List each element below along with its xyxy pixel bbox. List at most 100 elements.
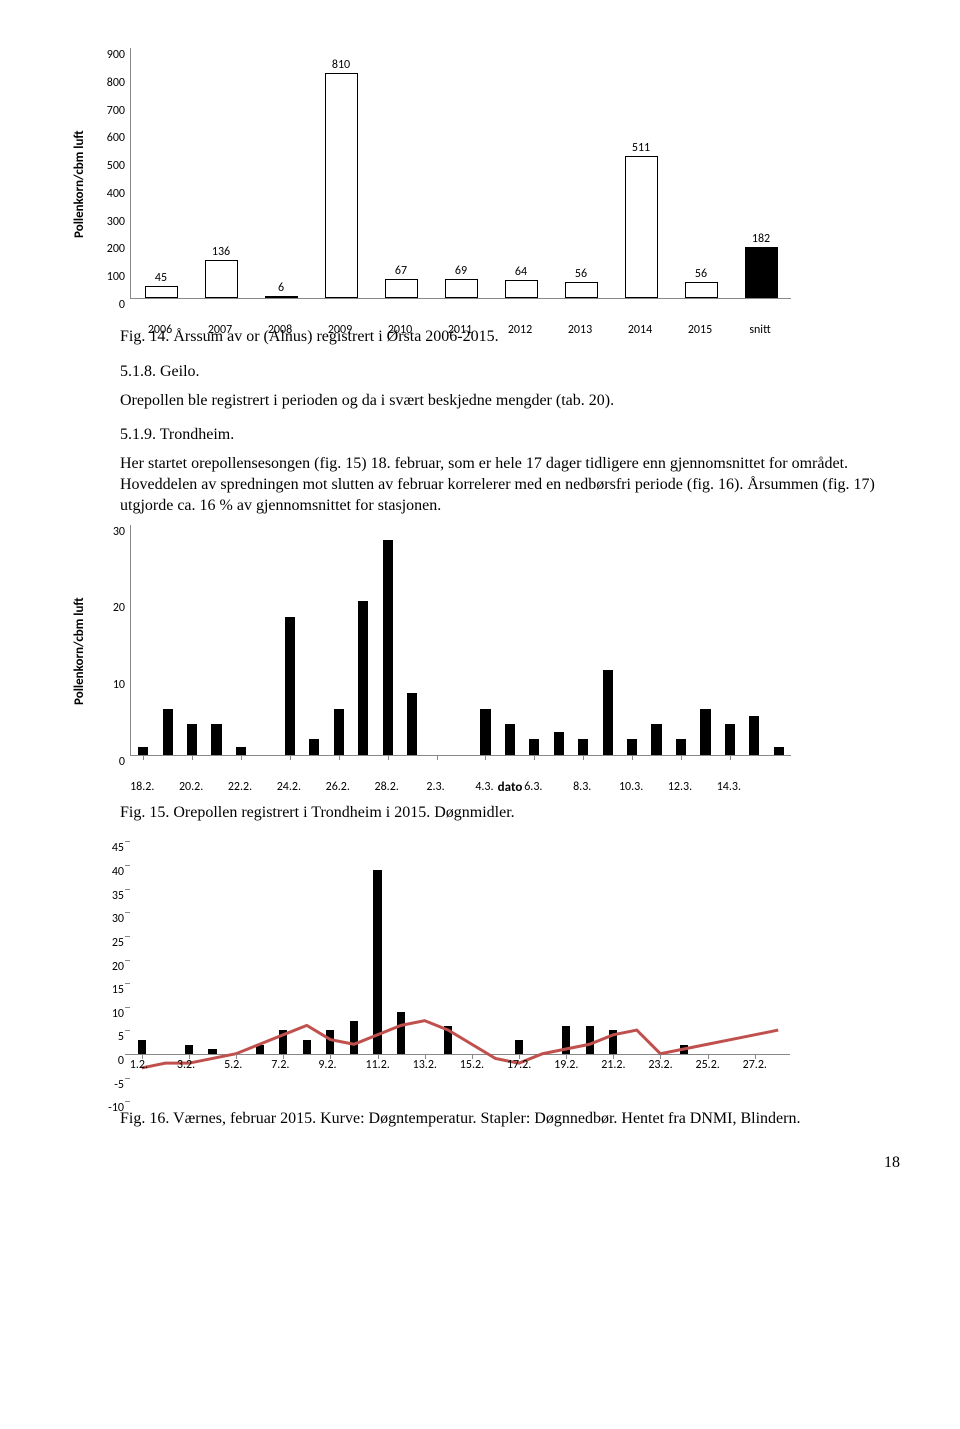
chart3-xtick: 1.2. <box>130 1058 148 1072</box>
chart3-xtick: 7.2. <box>271 1058 289 1072</box>
chart2-ytick: 20 <box>113 601 131 615</box>
chart1-plot: 0100200300400500600700800900451366810676… <box>130 48 791 299</box>
chart2-xtick: 4.3. <box>475 776 493 794</box>
chart2-bar <box>309 739 319 754</box>
chart1-bar: 810 <box>325 73 358 298</box>
chart1-xtick: 2012 <box>508 319 532 337</box>
chart3-xtick: 21.2. <box>601 1058 625 1072</box>
chart2-bar <box>285 617 295 755</box>
chart2-xtick: 20.2. <box>179 776 203 794</box>
chart1-bar-value: 45 <box>146 271 177 285</box>
chart2-bar <box>627 739 637 754</box>
chart1-wrap: Pollenkorn/cbm luft 01002003004005006007… <box>120 48 900 319</box>
chart1-ytick: 900 <box>107 48 131 62</box>
chart1-bar: 6 <box>265 296 298 298</box>
chart1-bar-value: 67 <box>386 264 417 278</box>
chart1-bar-value: 810 <box>326 58 357 72</box>
chart2-bar <box>383 540 393 755</box>
chart2-xtick: 26.2. <box>326 776 350 794</box>
chart1-xtick: 2007 <box>208 319 232 337</box>
chart2-bar <box>163 709 173 755</box>
chart1-bar: 67 <box>385 279 418 298</box>
chart1-bar: 45 <box>145 286 178 299</box>
chart2-bar <box>774 747 784 755</box>
chart3-wrap: -10-50510152025303540451.2.3.2.5.2.7.2.9… <box>120 841 900 1101</box>
chart2-bar <box>334 709 344 755</box>
chart2-bar <box>358 601 368 754</box>
chart1-ytick: 800 <box>107 76 131 90</box>
chart3-xtick: 11.2. <box>366 1058 390 1072</box>
chart1-bar-value: 64 <box>506 265 537 279</box>
chart2-ylabel: Pollenkorn/cbm luft <box>72 597 87 705</box>
chart1-ylabel: Pollenkorn/cbm luft <box>72 130 87 238</box>
chart1-bar: 64 <box>505 280 538 298</box>
chart1-ytick: 400 <box>107 187 131 201</box>
para-geilo: Orepollen ble registrert i perioden og d… <box>120 391 900 412</box>
chart2-wrap: Pollenkorn/cbm luft 0102030 18.2.20.2.22… <box>120 525 900 795</box>
chart2-xtick: 22.2. <box>228 776 252 794</box>
chart2-bar <box>651 724 661 755</box>
chart2-xtick: 28.2. <box>375 776 399 794</box>
chart3-ytick: -10 <box>108 1101 130 1115</box>
chart1-bar: 56 <box>565 282 598 298</box>
page-number: 18 <box>120 1154 900 1172</box>
heading-519: 5.1.9. Trondheim. <box>120 425 900 446</box>
chart2-bar <box>529 739 539 754</box>
chart1-xtick: 2008 <box>268 319 292 337</box>
chart3-xtick: 15.2. <box>460 1058 484 1072</box>
chart2-xtick: 18.2. <box>130 776 154 794</box>
chart2-bar <box>480 709 490 755</box>
chart3-ytick: 0 <box>118 1054 130 1068</box>
chart1-bar-value: 511 <box>626 141 657 155</box>
chart2-xtick: 10.3. <box>619 776 643 794</box>
chart2-bar <box>236 747 246 755</box>
chart3-ytick: 40 <box>112 865 130 879</box>
chart2-bar <box>407 693 417 754</box>
para-trondheim: Her startet orepollensesongen (fig. 15) … <box>120 454 900 516</box>
chart1-bar-value: 56 <box>686 267 717 281</box>
chart2-xtick: 12.3. <box>668 776 692 794</box>
chart2-bar <box>187 724 197 755</box>
chart2-xtick: 2.3. <box>426 776 444 794</box>
chart3-ytick: 30 <box>112 912 130 926</box>
chart2-bar <box>725 724 735 755</box>
chart2-bar <box>211 724 221 755</box>
chart3-ytick: 45 <box>112 841 130 855</box>
chart1-bar-value: 69 <box>446 264 477 278</box>
chart1-ytick: 600 <box>107 131 131 145</box>
chart3-xtick: 23.2. <box>648 1058 672 1072</box>
chart2-xticks: 18.2.20.2.22.2.24.2.26.2.28.2.2.3.4.3.6.… <box>120 756 900 776</box>
chart2-bar <box>554 732 564 755</box>
chart3-ytick: 10 <box>112 1007 130 1021</box>
chart1-xtick: 2015 <box>688 319 712 337</box>
chart1-bar: 69 <box>445 279 478 298</box>
chart3-ytick: 35 <box>112 889 130 903</box>
chart1-ytick: 500 <box>107 159 131 173</box>
chart2-xtick: 14.3. <box>717 776 741 794</box>
chart1-xticks: 2006200720082009201020112012201320142015… <box>120 299 900 319</box>
chart1-ytick: 200 <box>107 242 131 256</box>
chart3-xtick: 19.2. <box>554 1058 578 1072</box>
chart2-xtick: 6.3. <box>524 776 542 794</box>
chart1-ytick: 700 <box>107 104 131 118</box>
chart1-bar-value: 56 <box>566 267 597 281</box>
chart2-bar <box>700 709 710 755</box>
chart2-bar <box>578 739 588 754</box>
chart1-bar-value: 136 <box>206 245 237 259</box>
fig16-caption: Fig. 16. Værnes, februar 2015. Kurve: Dø… <box>120 1109 900 1130</box>
chart1-bar: 56 <box>685 282 718 298</box>
chart3-ytick: 15 <box>112 983 130 997</box>
chart1-bar: 511 <box>625 156 658 298</box>
chart3-ytick: 5 <box>118 1030 130 1044</box>
chart2-xtick: 8.3. <box>573 776 591 794</box>
fig15-caption: Fig. 15. Orepollen registrert i Trondhei… <box>120 803 900 824</box>
chart2-bar <box>676 739 686 754</box>
chart3-xtick: 25.2. <box>696 1058 720 1072</box>
chart2-ytick: 30 <box>113 525 131 539</box>
chart1-xtick: 2014 <box>628 319 652 337</box>
chart1-xtick: snitt <box>749 319 770 337</box>
chart2-bar <box>505 724 515 755</box>
chart1-ytick: 100 <box>107 270 131 284</box>
chart2-ytick: 10 <box>113 678 131 692</box>
chart1-bar-value: 182 <box>746 232 777 246</box>
